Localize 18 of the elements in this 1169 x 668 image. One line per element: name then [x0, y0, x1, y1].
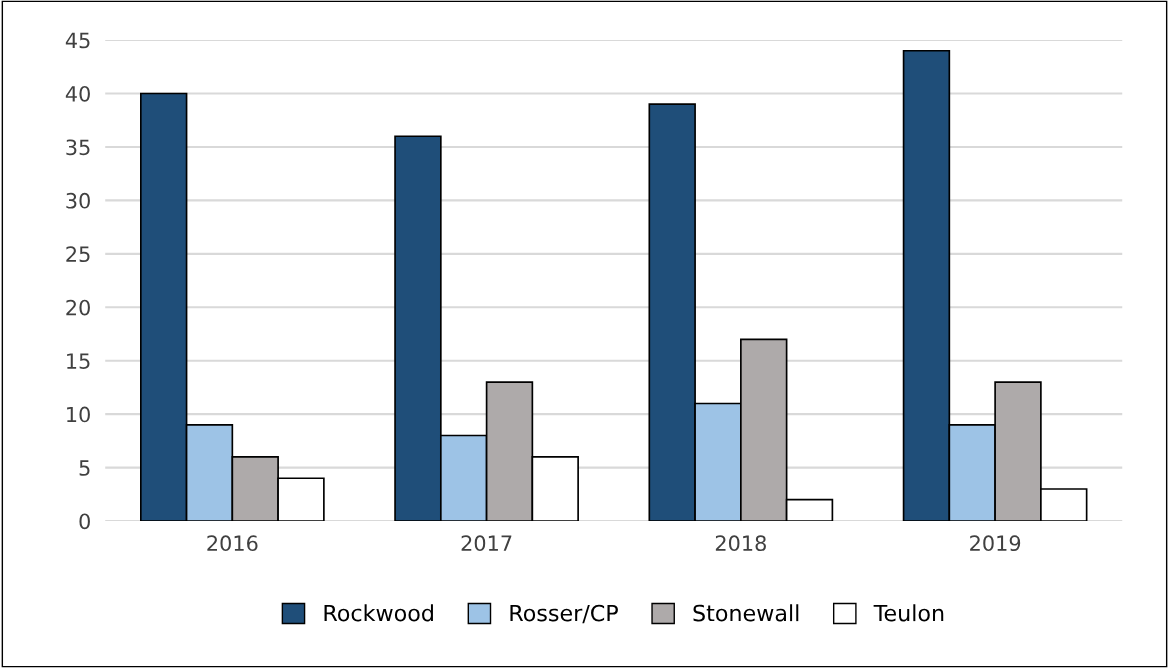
x-tick-label: 2017: [461, 535, 512, 552]
y-tick-label: 15: [67, 353, 90, 369]
legend-label: Teulon: [873, 604, 944, 622]
y-tick-label: 0: [79, 513, 90, 530]
y-tick-label: 20: [66, 299, 90, 316]
y-tick-label: 45: [65, 32, 90, 49]
y-tick-label: 30: [66, 192, 90, 209]
x-tick-label: 2019: [970, 535, 1021, 552]
x-tick-label: 2016: [207, 535, 258, 552]
legend-label: Stonewall: [693, 604, 799, 622]
x-tick-label: 2018: [715, 535, 766, 552]
legend-label: Rockwood: [324, 604, 433, 622]
legend-label: Rosser/CP: [510, 604, 618, 624]
y-tick-label: 35: [66, 139, 90, 156]
y-tick-label: 10: [67, 406, 90, 423]
y-tick-label: 40: [65, 85, 90, 102]
y-tick-label: 25: [66, 246, 90, 263]
y-tick-label: 5: [79, 460, 90, 476]
